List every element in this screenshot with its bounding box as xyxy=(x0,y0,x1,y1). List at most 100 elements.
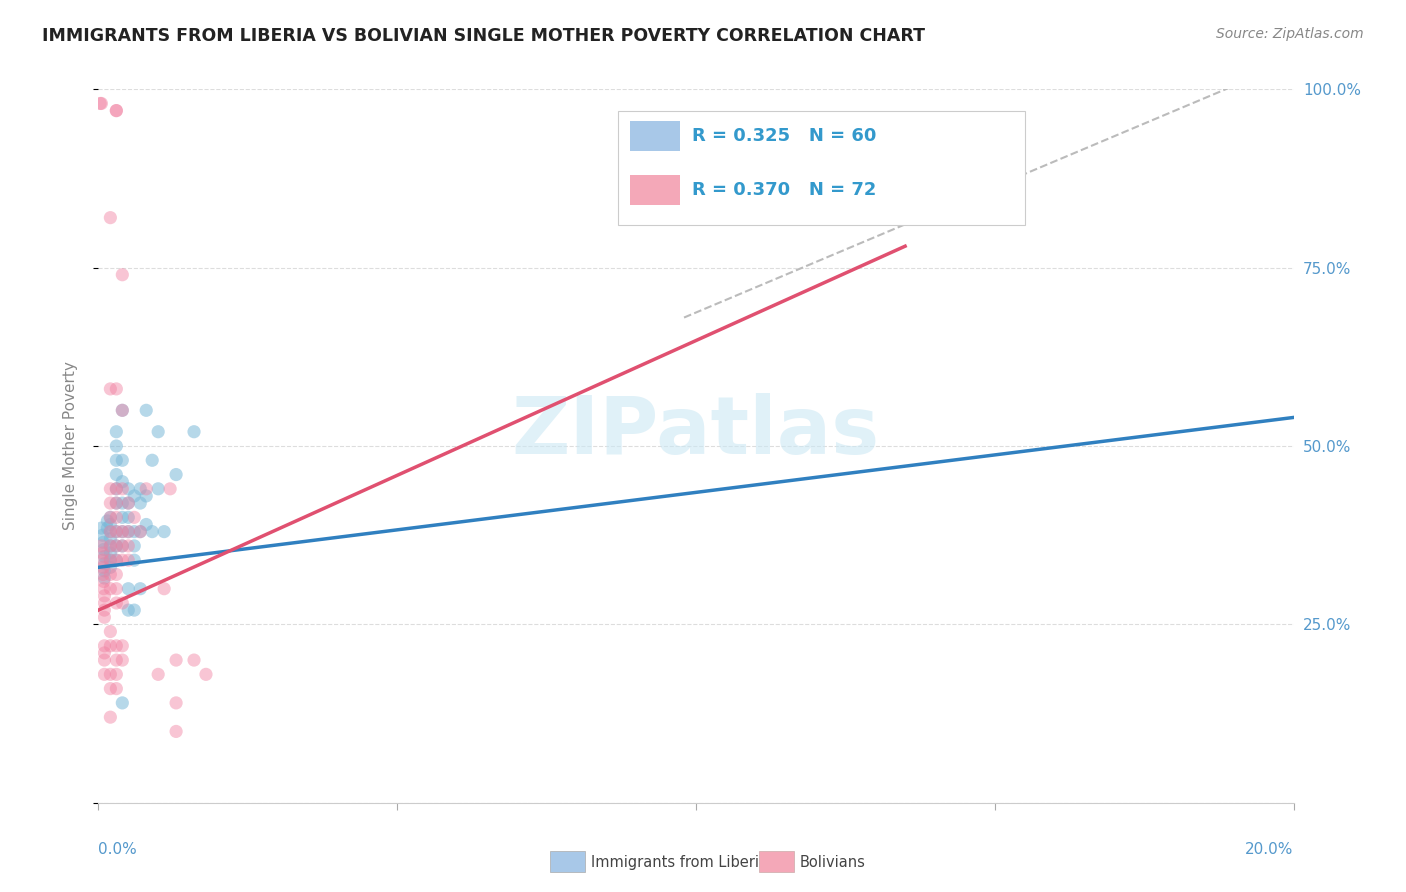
Point xyxy=(93,639,115,653)
Point xyxy=(141,524,163,539)
Point xyxy=(93,610,115,624)
Point xyxy=(165,653,187,667)
Point xyxy=(91,553,114,567)
Point xyxy=(105,539,128,553)
Point xyxy=(105,539,128,553)
Point xyxy=(111,453,134,467)
Point xyxy=(100,553,122,567)
Point xyxy=(105,653,128,667)
Point xyxy=(111,539,134,553)
Point xyxy=(105,524,128,539)
Point xyxy=(105,524,128,539)
Point xyxy=(105,582,128,596)
Point xyxy=(111,475,134,489)
Point xyxy=(91,560,114,574)
Point xyxy=(90,539,112,553)
Point xyxy=(124,553,146,567)
FancyBboxPatch shape xyxy=(619,111,1025,225)
Point xyxy=(117,553,139,567)
Point xyxy=(105,510,128,524)
Point xyxy=(105,103,128,118)
Point xyxy=(105,482,128,496)
Point xyxy=(117,603,139,617)
Point xyxy=(100,539,122,553)
Text: Bolivians: Bolivians xyxy=(800,855,866,870)
Point xyxy=(100,517,122,532)
Point xyxy=(117,496,139,510)
Point xyxy=(93,582,115,596)
Point xyxy=(111,482,134,496)
Point xyxy=(153,582,176,596)
Point xyxy=(100,553,122,567)
Point xyxy=(100,482,122,496)
Point xyxy=(159,482,181,496)
Point xyxy=(93,596,115,610)
Y-axis label: Single Mother Poverty: Single Mother Poverty xyxy=(63,361,77,531)
Point xyxy=(93,564,115,578)
Point xyxy=(105,496,128,510)
Text: ZIPatlas: ZIPatlas xyxy=(512,392,880,471)
Point xyxy=(105,681,128,696)
Point xyxy=(93,557,115,571)
Point xyxy=(105,496,128,510)
Point xyxy=(90,521,112,535)
Point xyxy=(100,382,122,396)
Point xyxy=(111,596,134,610)
Point xyxy=(105,467,128,482)
Point xyxy=(117,496,139,510)
Point xyxy=(91,535,114,549)
Point xyxy=(100,546,122,560)
Point xyxy=(129,582,152,596)
Point xyxy=(105,639,128,653)
Point xyxy=(100,567,122,582)
Point xyxy=(90,96,112,111)
Text: R = 0.325   N = 60: R = 0.325 N = 60 xyxy=(692,128,877,145)
Point xyxy=(111,696,134,710)
FancyBboxPatch shape xyxy=(550,851,585,872)
Point xyxy=(100,539,122,553)
Point xyxy=(129,496,152,510)
Point xyxy=(135,403,157,417)
Point xyxy=(100,524,122,539)
Point xyxy=(105,453,128,467)
Point xyxy=(100,510,122,524)
Point xyxy=(100,510,122,524)
Point xyxy=(129,524,152,539)
Point xyxy=(148,667,170,681)
Point xyxy=(165,467,187,482)
Point xyxy=(135,489,157,503)
Point xyxy=(100,560,122,574)
Point xyxy=(93,589,115,603)
Point xyxy=(105,553,128,567)
Point xyxy=(124,510,146,524)
Text: Source: ZipAtlas.com: Source: ZipAtlas.com xyxy=(1216,27,1364,41)
Point xyxy=(183,425,205,439)
Point xyxy=(117,539,139,553)
Point xyxy=(100,582,122,596)
Point xyxy=(124,539,146,553)
Point xyxy=(141,453,163,467)
FancyBboxPatch shape xyxy=(630,121,681,152)
Point xyxy=(183,653,205,667)
Point xyxy=(111,268,134,282)
Point xyxy=(93,603,115,617)
Point xyxy=(195,667,218,681)
Point xyxy=(117,582,139,596)
Point xyxy=(100,524,122,539)
Point xyxy=(105,596,128,610)
Point xyxy=(105,667,128,681)
Point xyxy=(165,724,187,739)
Point xyxy=(93,574,115,589)
Point xyxy=(111,539,134,553)
Point xyxy=(111,553,134,567)
Point xyxy=(129,524,152,539)
Point xyxy=(100,667,122,681)
Point xyxy=(105,439,128,453)
Point xyxy=(105,553,128,567)
Text: Immigrants from Liberia: Immigrants from Liberia xyxy=(591,855,768,870)
Point xyxy=(111,510,134,524)
Point xyxy=(148,482,170,496)
Point xyxy=(153,524,176,539)
Text: 20.0%: 20.0% xyxy=(1246,842,1294,857)
Point xyxy=(105,103,128,118)
